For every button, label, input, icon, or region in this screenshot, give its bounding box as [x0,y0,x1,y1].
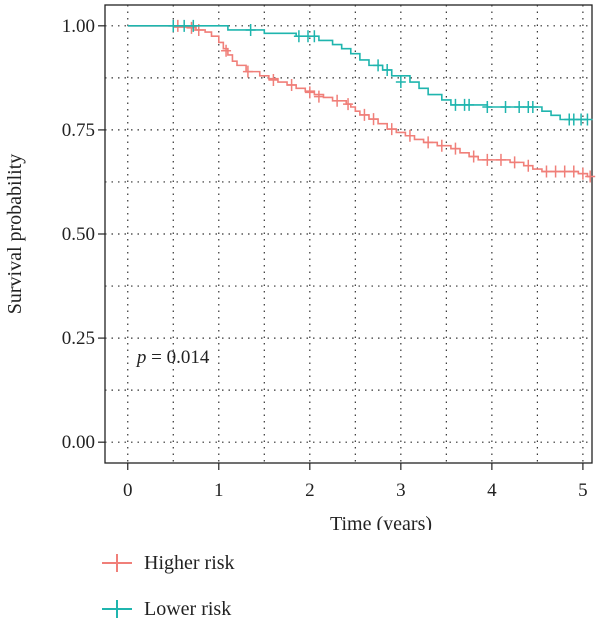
censor-mark [450,98,461,111]
legend-label-lower-risk: Lower risk [144,597,232,620]
censor-mark [188,19,199,32]
legend-item-higher-risk: Higher risk [100,540,235,586]
censor-mark [423,136,434,149]
censor-mark [304,86,315,99]
censor-mark [268,73,279,86]
censor-mark [245,23,256,36]
censor-mark [168,19,179,32]
censor-mark [179,19,190,32]
y-axis-title: Survival probability [4,154,26,315]
censor-mark [359,108,370,121]
censor-mark [382,63,393,76]
x-tick-label: 5 [578,480,588,501]
axes: 0 1 2 3 4 5 0.00 0.25 0.50 0.75 1.00 [62,16,588,501]
y-tick-label: 0.25 [62,328,95,349]
legend-label-higher-risk: Higher risk [144,551,235,574]
censor-mark [242,65,253,78]
x-tick-label: 1 [214,480,224,501]
censor-mark [293,30,304,43]
censor-mark [404,129,415,142]
censor-mark [495,153,506,166]
censor-mark [450,142,461,155]
legend: Higher risk Lower risk [100,540,235,632]
x-axis-title: Time (years) [330,513,432,530]
censor-mark [568,165,579,178]
censor-mark [395,76,406,89]
censor-mark [509,156,520,169]
x-tick-label: 2 [305,480,315,501]
censor-mark [559,165,570,178]
x-tick-label: 0 [123,480,133,501]
censor-mark [523,159,534,172]
censor-mark [514,101,525,114]
censor-mark [221,44,232,57]
censor-mark [309,30,320,43]
censor-mark [582,113,593,126]
censor-mark [386,123,397,136]
censor-mark [313,90,324,103]
censor-mark [550,165,561,178]
x-tick-label: 4 [487,480,497,501]
censor-mark [373,59,384,72]
censor-mark [541,165,552,178]
legend-marker-higher-risk [100,551,134,575]
survival-curve-higher-risk [127,25,591,178]
x-tick-label: 3 [396,480,406,501]
censor-mark [482,153,493,166]
censor-mark [500,101,511,114]
censor-mark [577,167,588,180]
censor-mark [186,21,197,34]
censor-mark [468,150,479,163]
grid-lines [105,5,592,463]
y-tick-label: 0.50 [62,224,95,245]
censor-mark [436,139,447,152]
legend-item-lower-risk: Lower risk [100,586,235,632]
y-tick-label: 1.00 [62,16,95,37]
p-value-annotation: p = 0.014 [135,347,210,368]
p-value-label: p = 0.014 [135,347,210,368]
censor-mark [585,170,596,183]
censor-mark [482,101,493,114]
censor-mark [332,94,343,107]
y-tick-label: 0.00 [62,432,95,453]
survival-curves [127,19,596,183]
y-tick-label: 0.75 [62,120,95,141]
censor-mark [464,98,475,111]
plot-panel-border [104,4,593,464]
censor-mark [286,78,297,91]
censor-mark [343,98,354,111]
censor-mark [527,101,538,114]
km-chart: 0 1 2 3 4 5 0.00 0.25 0.50 0.75 1.00 p = 0.014 Tim… [4,4,596,530]
legend-marker-lower-risk [100,597,134,621]
censor-mark [368,113,379,126]
